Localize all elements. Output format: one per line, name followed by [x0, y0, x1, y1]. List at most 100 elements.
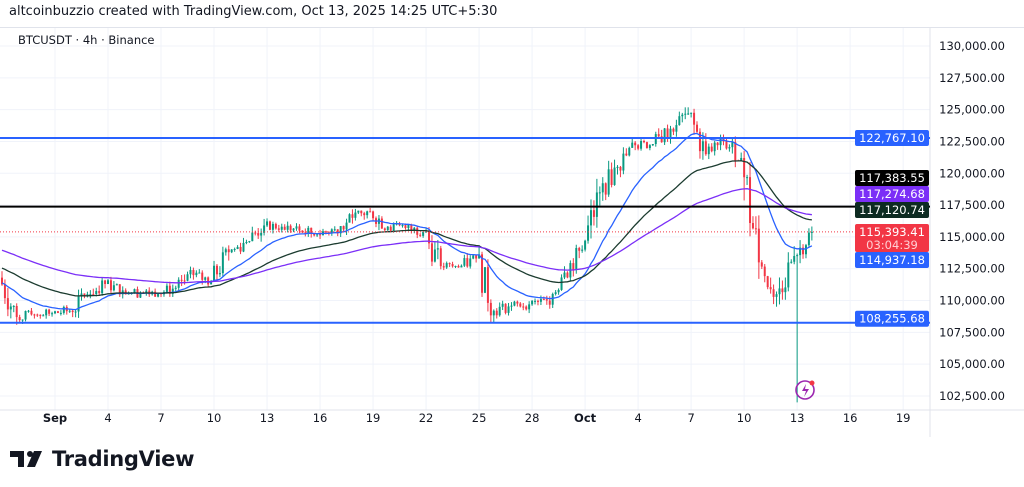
candle-body — [542, 299, 545, 301]
candle-body — [696, 124, 699, 132]
candle-body — [327, 232, 330, 234]
candle-body — [109, 280, 112, 291]
logo-text: TradingView — [52, 447, 195, 471]
candle-body — [51, 313, 54, 315]
candle-body — [183, 280, 186, 282]
candle-body — [693, 112, 696, 125]
candle-body — [389, 226, 392, 231]
candle-body — [230, 249, 233, 253]
time-tick-label: 7 — [157, 411, 164, 425]
candle-body — [430, 243, 433, 262]
candle-body — [607, 169, 610, 195]
candle-body — [587, 225, 590, 241]
ema-mid-label: 117,120.74 — [859, 203, 925, 217]
candle-body — [107, 280, 110, 284]
candle-body — [383, 228, 386, 231]
candle-body — [263, 225, 266, 233]
candle-body — [319, 234, 322, 236]
candle-body — [330, 229, 333, 234]
candle-body — [295, 226, 298, 229]
candle-body — [36, 314, 39, 316]
candle-body — [483, 267, 486, 293]
candle-body — [239, 246, 242, 252]
candle-body — [386, 226, 389, 231]
candle-body — [422, 231, 425, 236]
candle-body — [707, 146, 710, 155]
candle-body — [796, 255, 799, 257]
candle-body — [763, 266, 766, 277]
last-price-label-bg — [855, 224, 929, 252]
candle-body — [177, 279, 180, 288]
candle-body — [248, 241, 251, 243]
price-tick-label: 107,500.00 — [939, 325, 1005, 339]
candle-body — [363, 213, 366, 216]
candle-body — [584, 240, 587, 250]
candle-body — [342, 226, 345, 230]
candle-body — [778, 288, 781, 295]
candle-body — [12, 306, 15, 308]
candle-body — [71, 310, 74, 313]
time-tick-label: 25 — [472, 411, 487, 425]
candle-body — [74, 311, 77, 313]
lightning-icon[interactable] — [795, 380, 815, 400]
candle-body — [192, 269, 195, 276]
candle-body — [787, 262, 790, 288]
moving-average-line — [1, 160, 812, 297]
candle-body — [139, 292, 142, 298]
tradingview-logo[interactable]: TradingView — [10, 447, 194, 471]
candle-body — [719, 137, 722, 146]
level-label-lower: 108,255.68 — [859, 312, 925, 326]
time-tick-label: 19 — [366, 411, 381, 425]
candle-body — [548, 300, 551, 305]
price-tick-label: 122,500.00 — [939, 134, 1005, 148]
candle-body — [643, 141, 645, 143]
candle-body — [104, 280, 107, 284]
candle-body — [784, 287, 787, 293]
candle-body — [554, 292, 557, 294]
candle-body — [601, 183, 604, 193]
time-tick-label: Sep — [43, 411, 67, 425]
candle-body — [245, 241, 248, 243]
candle-body — [348, 214, 351, 223]
candle-body — [154, 291, 157, 297]
candle-body — [740, 157, 743, 161]
time-tick-label: 16 — [313, 411, 328, 425]
candle-body — [59, 312, 62, 314]
candle-body — [557, 289, 560, 293]
time-tick-label: 13 — [790, 411, 805, 425]
candle-body — [112, 285, 115, 291]
candle-body — [366, 211, 369, 216]
attribution-text: altcoinbuzzio created with TradingView.c… — [9, 4, 498, 19]
candle-body — [413, 227, 416, 231]
candle-body — [489, 302, 492, 316]
candle-body — [56, 311, 59, 313]
candle-body — [754, 228, 757, 230]
lightning-icon-bolt — [802, 384, 809, 397]
candle-body — [501, 303, 504, 307]
candle-body — [83, 293, 86, 296]
candle-body — [339, 226, 342, 234]
chart-frame — [0, 27, 1024, 438]
candle-body — [39, 314, 42, 316]
candle-body — [392, 224, 395, 231]
candle-body — [198, 272, 201, 274]
candle-body — [360, 210, 363, 214]
candle-body — [475, 255, 478, 259]
candle-body — [478, 254, 481, 259]
candle-body — [242, 242, 245, 252]
time-tick-label: 10 — [207, 411, 222, 425]
candle-body — [280, 226, 283, 230]
candle-body — [310, 227, 313, 234]
candle-body — [80, 293, 83, 297]
candle-body — [354, 212, 357, 218]
price-tick-label: 120,000.00 — [939, 166, 1005, 180]
time-tick-label: 28 — [525, 411, 540, 425]
candle-body — [713, 142, 716, 152]
candle-body — [716, 142, 719, 146]
level-label-black: 117,383.55 — [859, 171, 925, 185]
candle-body — [277, 228, 280, 230]
candle-body — [672, 128, 675, 132]
candle-body — [224, 249, 227, 253]
candle-body — [731, 142, 734, 148]
